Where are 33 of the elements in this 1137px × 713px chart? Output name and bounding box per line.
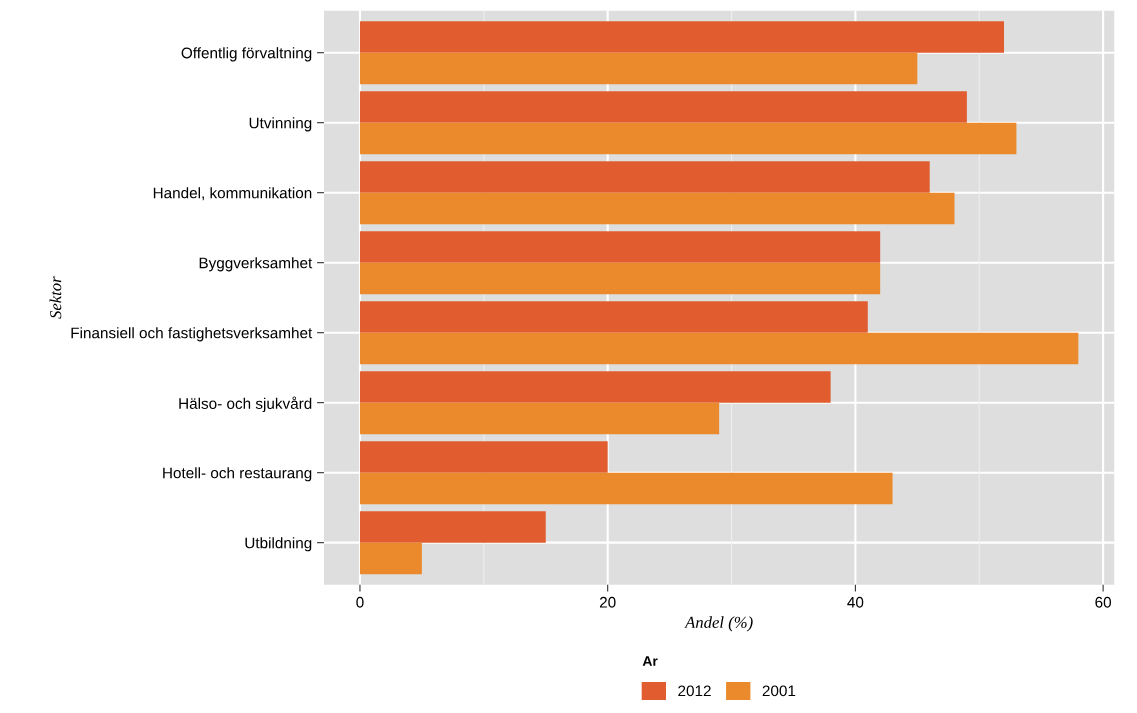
x-tick-label: 0: [356, 596, 364, 608]
bar: [359, 472, 893, 505]
bar: [359, 122, 1017, 155]
legend-label: 2012: [678, 685, 711, 697]
bar: [359, 231, 881, 263]
y-axis-title: Sektor: [49, 276, 62, 319]
bar: [359, 21, 1005, 53]
y-tick-label: Handel, kommunikation: [153, 187, 312, 201]
bar: [359, 192, 955, 225]
x-tick-label: 20: [599, 596, 616, 608]
bar: [359, 161, 930, 193]
x-axis-title: Andel (%): [684, 616, 753, 632]
y-tick-label: Utvinning: [249, 117, 312, 132]
y-tick-label: Offentlig förvaltning: [181, 47, 312, 62]
bar: [359, 262, 881, 295]
bar: [359, 441, 608, 473]
y-tick-label: Hotell- och restaurang: [163, 467, 312, 482]
y-tick-label: Utbildning: [245, 537, 312, 552]
bar: [359, 542, 422, 575]
y-tick-label: Finansiell och fastighetsverksamhet: [71, 327, 313, 342]
x-tick-label: 60: [1095, 596, 1112, 608]
legend-title: Ar: [642, 656, 658, 666]
bar: [359, 91, 967, 123]
bar: [359, 371, 831, 403]
bar: [359, 402, 720, 435]
bar: [359, 52, 918, 85]
x-tick-label: 40: [847, 596, 864, 608]
y-tick-label: Hälso- och sjukvård: [179, 396, 312, 412]
y-tick-label: Byggverksamhet: [199, 257, 313, 272]
bar: [359, 332, 1079, 365]
bar: [359, 511, 546, 543]
legend-label: 2001: [762, 685, 796, 697]
bar: [359, 301, 868, 333]
